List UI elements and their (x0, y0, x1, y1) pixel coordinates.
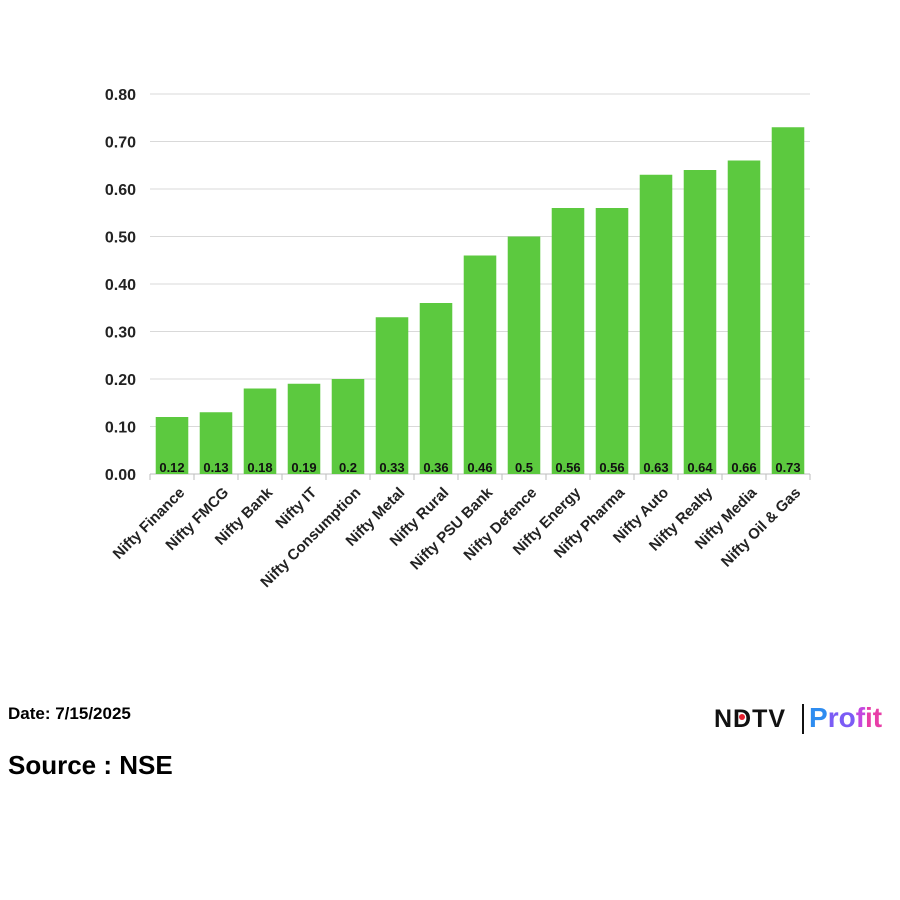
category-label: Nifty Oil & Gas (718, 484, 804, 570)
profit-wordmark: Profit (809, 702, 883, 733)
bar-chart: 0.00 0.10 0.20 0.30 0.40 0.50 0.60 0.70 0.80 0.12… (105, 87, 811, 591)
y-tick-label: 0.30 (105, 325, 136, 342)
bar (155, 417, 189, 474)
data-label: 0.12 (159, 460, 184, 475)
bar (683, 170, 717, 474)
bar (331, 379, 365, 474)
date-label: Date: 7/15/2025 (8, 704, 131, 723)
bar (463, 255, 497, 474)
logo-red-dot (739, 714, 745, 720)
data-label: 0.36 (423, 460, 448, 475)
ndtv-profit-logo: NDTV Profit (714, 702, 894, 736)
data-label: 0.64 (687, 460, 713, 475)
data-label: 0.63 (643, 460, 668, 475)
data-label: 0.73 (775, 460, 800, 475)
logo-divider (802, 704, 804, 734)
data-label: 0.33 (379, 460, 404, 475)
data-label: 0.2 (339, 460, 357, 475)
y-tick-label: 0.80 (105, 87, 136, 104)
data-label: 0.66 (731, 460, 756, 475)
data-label: 0.19 (291, 460, 316, 475)
y-tick-label: 0.20 (105, 372, 136, 389)
data-label: 0.13 (203, 460, 228, 475)
data-label: 0.5 (515, 460, 533, 475)
data-label: 0.46 (467, 460, 492, 475)
y-tick-label: 0.00 (105, 467, 136, 484)
ndtv-wordmark: NDTV (714, 705, 787, 733)
data-label: 0.56 (555, 460, 580, 475)
bar (419, 303, 453, 474)
bar (595, 208, 629, 474)
y-tick-label: 0.40 (105, 277, 136, 294)
bar (287, 383, 321, 474)
data-label: 0.56 (599, 460, 624, 475)
data-label: 0.18 (247, 460, 272, 475)
source-label: Source : NSE (8, 750, 173, 780)
bar (771, 127, 805, 474)
y-tick-label: 0.10 (105, 420, 136, 437)
bar (551, 208, 585, 474)
bar (727, 160, 761, 474)
bar (243, 388, 277, 474)
bar (507, 236, 541, 474)
y-tick-label: 0.60 (105, 182, 136, 199)
bar (199, 412, 233, 474)
bar (375, 317, 409, 474)
y-tick-label: 0.70 (105, 135, 136, 152)
y-tick-label: 0.50 (105, 230, 136, 247)
bar (639, 174, 673, 474)
